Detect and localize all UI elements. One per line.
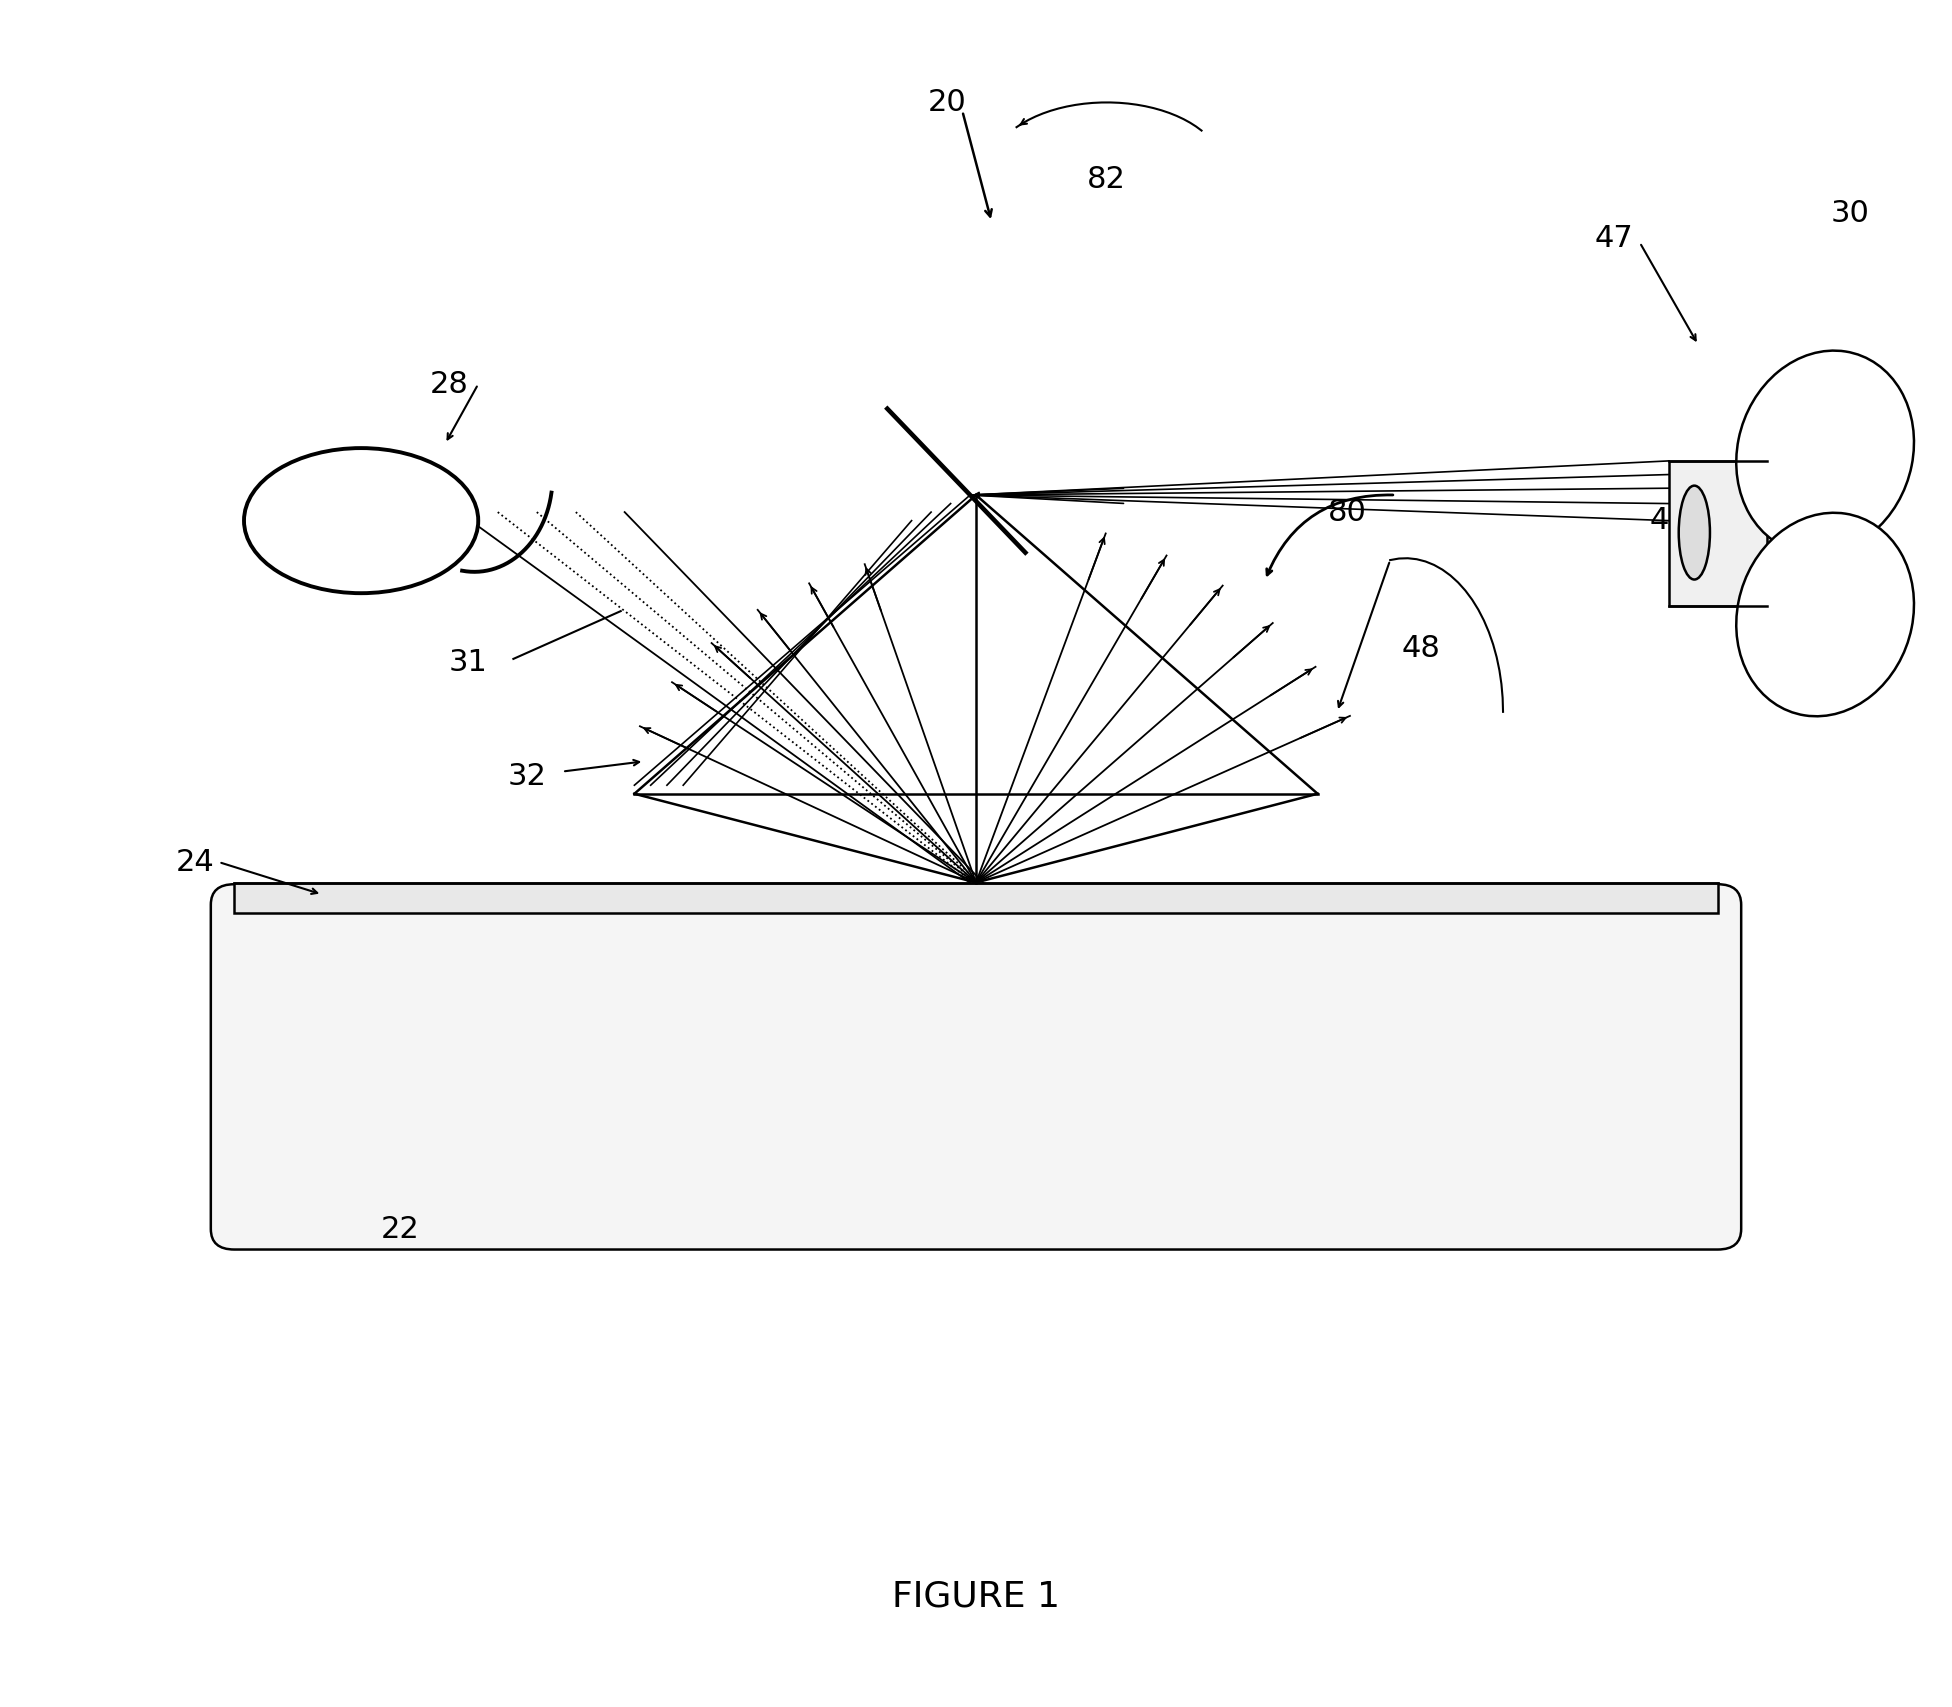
FancyBboxPatch shape: [211, 884, 1741, 1250]
Bar: [234, 883, 1718, 913]
Polygon shape: [1669, 461, 1767, 606]
Ellipse shape: [1679, 485, 1710, 580]
Text: 49: 49: [1649, 507, 1688, 534]
Text: 30: 30: [1831, 200, 1870, 227]
Text: 32: 32: [508, 763, 547, 790]
Text: 28: 28: [429, 370, 468, 398]
Text: 82: 82: [1087, 166, 1126, 193]
Text: 22: 22: [381, 1215, 420, 1243]
Text: 20: 20: [927, 89, 966, 116]
Text: 80: 80: [1327, 498, 1366, 526]
Ellipse shape: [244, 449, 478, 592]
Ellipse shape: [1735, 350, 1915, 555]
Text: 30: 30: [1831, 379, 1870, 406]
Ellipse shape: [1735, 512, 1915, 717]
Text: FIGURE 1: FIGURE 1: [892, 1579, 1060, 1613]
Text: 31: 31: [449, 649, 488, 676]
Text: 47: 47: [1595, 225, 1634, 253]
Text: 24: 24: [176, 848, 215, 876]
Text: 48: 48: [1402, 635, 1441, 662]
